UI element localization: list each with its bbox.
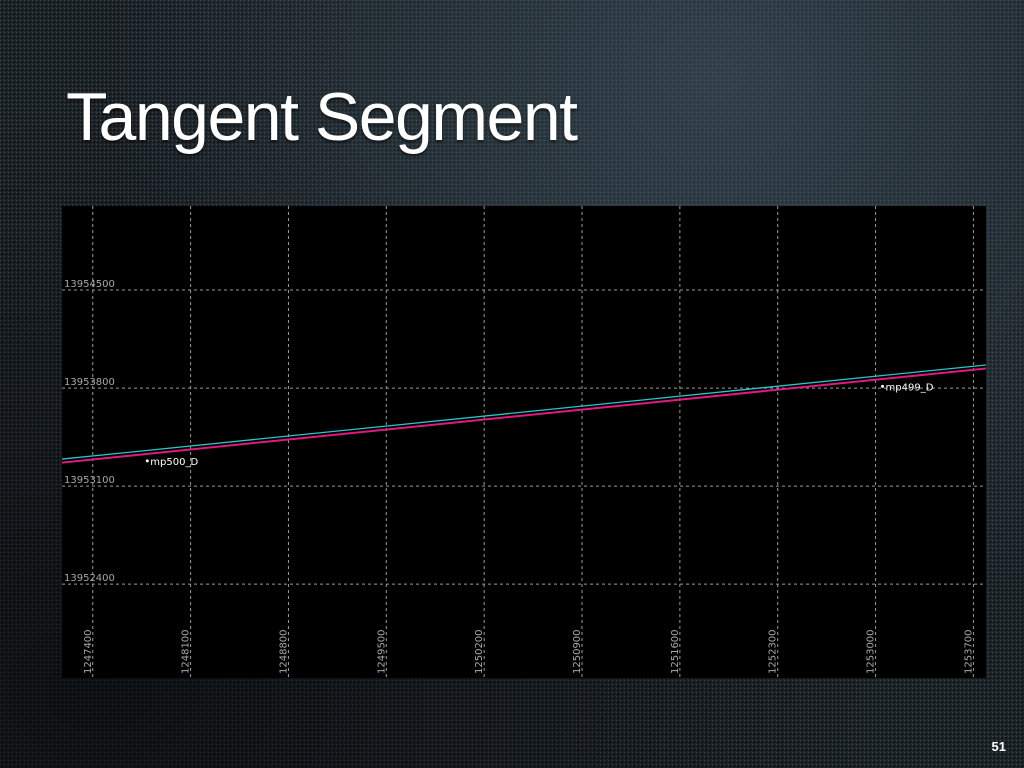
x-tick-label: 1249500 [376, 629, 387, 674]
series-line-0 [62, 364, 986, 460]
annotation-label: mp500_D [150, 457, 198, 468]
y-tick-label: 13952400 [64, 573, 115, 584]
y-tick-label: 13953100 [64, 475, 115, 486]
grid-layer [62, 206, 986, 678]
annotation-marker [145, 459, 149, 463]
x-tick-label: 1252300 [768, 629, 779, 674]
x-tick-label: 1253000 [866, 629, 877, 674]
slide-title: Tangent Segment [66, 79, 578, 155]
chart-svg: 1247400 1248100 1248800 1249500 1250200 12509… [62, 206, 986, 678]
x-tick-label: 1253700 [963, 629, 974, 674]
x-tick-label: 1250900 [572, 629, 583, 674]
x-tick-label: 1248800 [278, 629, 289, 674]
label-layer: 1247400 1248100 1248800 1249500 1250200 12509… [64, 279, 974, 674]
x-tick-label: 1248100 [181, 629, 192, 674]
annotation-marker [881, 384, 885, 388]
x-tick-label: 1251600 [670, 629, 681, 674]
annotation-label: mp499_D [886, 382, 934, 393]
series-line-1 [62, 367, 986, 464]
x-tick-label: 1247400 [83, 629, 94, 674]
y-tick-label: 13954500 [64, 279, 115, 290]
chart-plot-area: 1247400 1248100 1248800 1249500 1250200 12509… [62, 206, 986, 678]
y-tick-label: 13953800 [64, 377, 115, 388]
page-number: 51 [991, 739, 1006, 754]
series-layer [62, 364, 986, 464]
x-tick-label: 1250200 [474, 629, 485, 674]
